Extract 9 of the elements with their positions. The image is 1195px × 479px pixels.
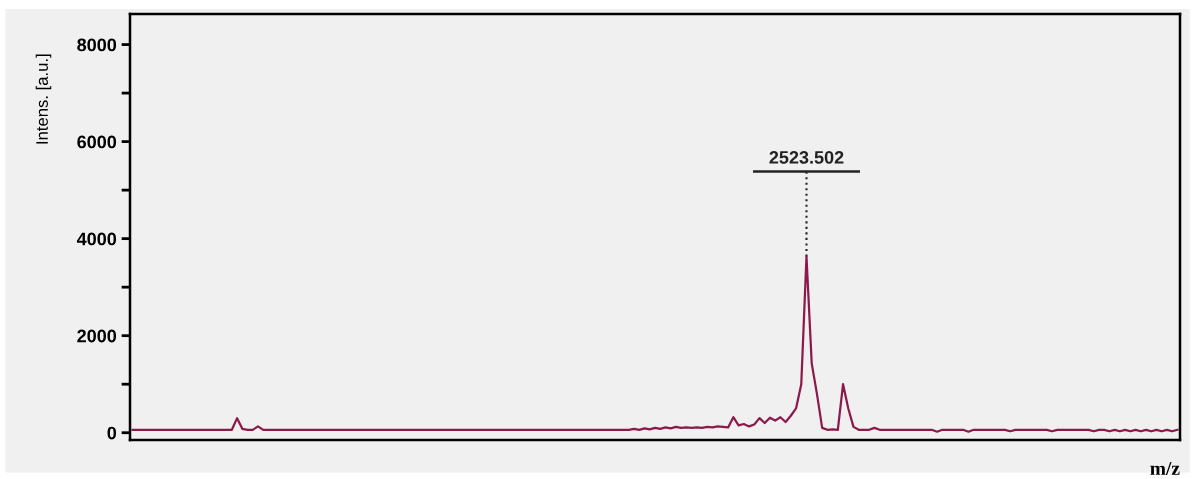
- annotation: 2523.502: [769, 151, 844, 164]
- y-tick-label: 8000: [77, 38, 117, 52]
- y-tick-label: 6000: [77, 135, 117, 149]
- y-tick-label: 4000: [76, 232, 117, 246]
- x-axis-title: m/z: [1150, 461, 1180, 475]
- y-axis-title: Intens. [a.u.]: [35, 54, 52, 144]
- y-tick-label: 0: [107, 426, 117, 440]
- line-series: [131, 255, 1179, 433]
- y-tick-label: 2000: [77, 329, 117, 343]
